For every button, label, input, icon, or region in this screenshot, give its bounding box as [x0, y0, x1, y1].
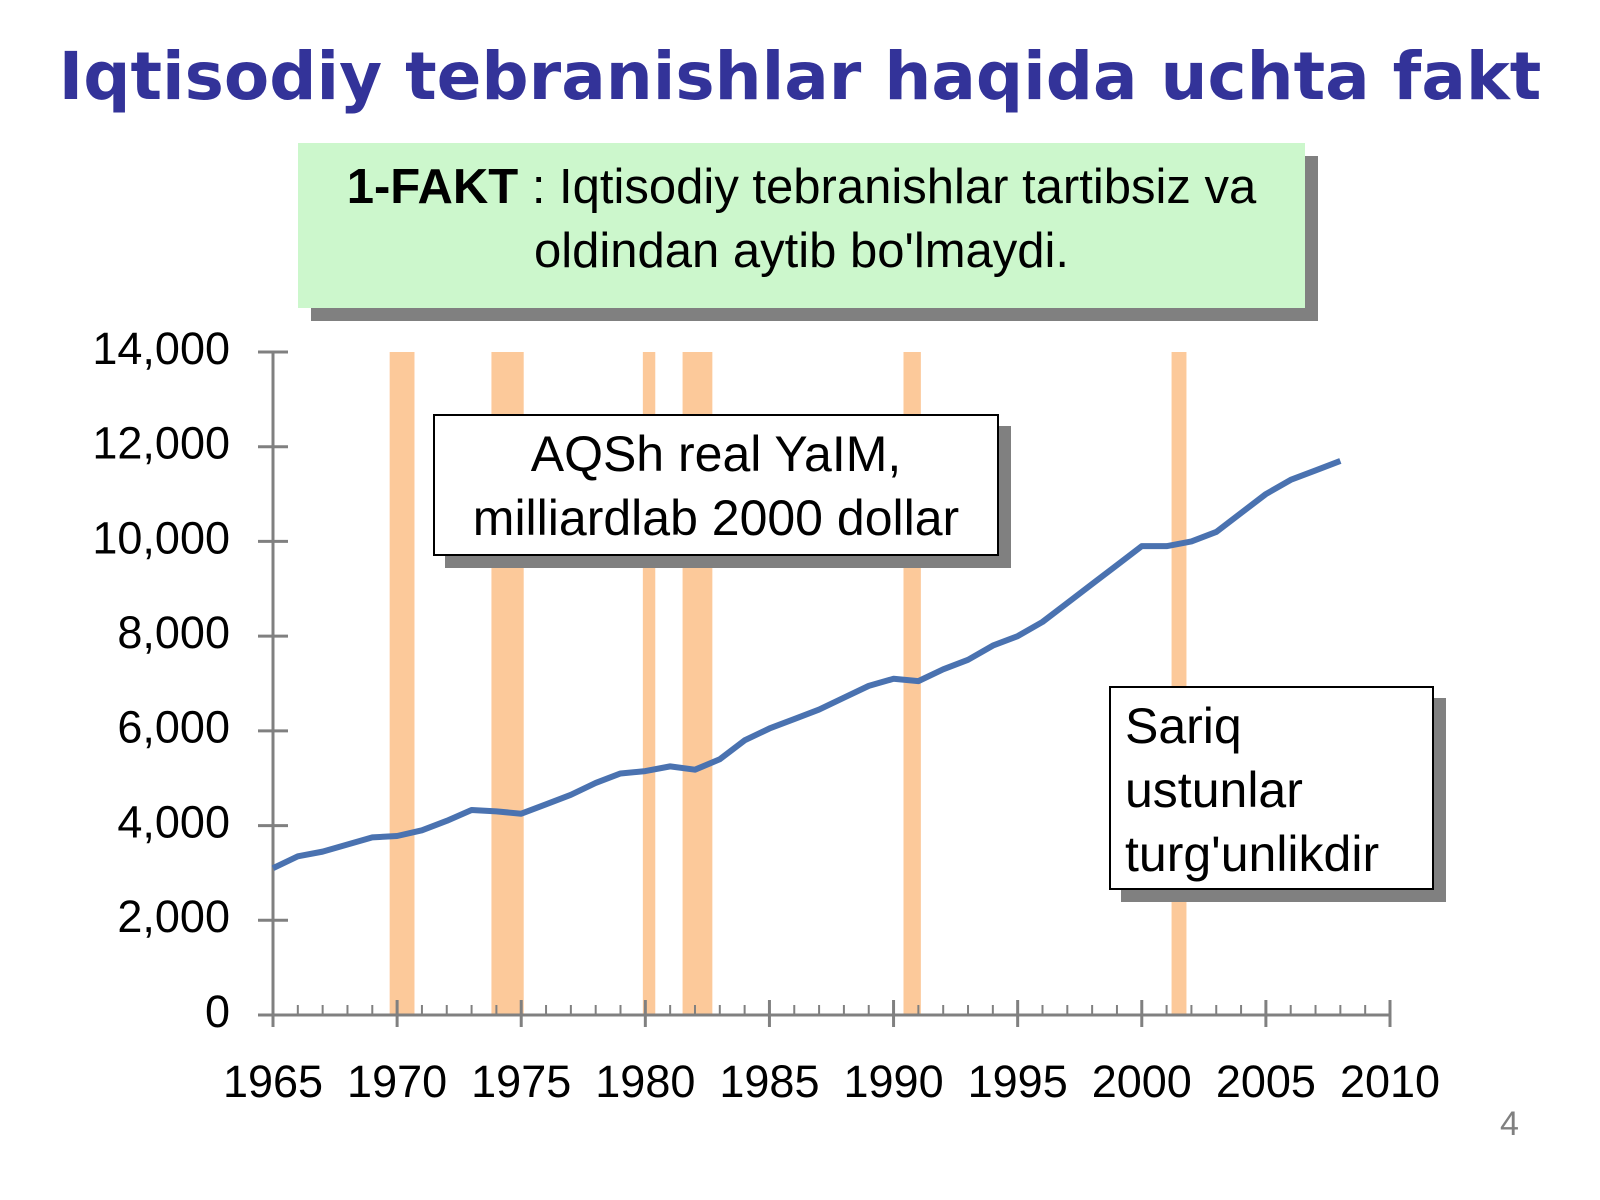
y-tick-label: 6,000	[117, 702, 230, 753]
x-tick-label: 1985	[719, 1056, 819, 1107]
recession-bar	[389, 352, 415, 1015]
x-tick-label: 1970	[347, 1056, 447, 1107]
x-tick-label: 1980	[595, 1056, 695, 1107]
x-tick-label: 1975	[471, 1056, 571, 1107]
y-tick-label: 12,000	[92, 418, 230, 469]
y-tick-label: 0	[205, 986, 230, 1037]
x-tick-label: 1965	[223, 1056, 323, 1107]
slide-title: Iqtisodiy tebranishlar haqida uchta fakt	[58, 38, 1542, 115]
fact-text: : Iqtisodiy tebranishlar tartibsiz va ol…	[518, 160, 1257, 278]
y-tick-label: 10,000	[92, 512, 230, 563]
x-tick-label: 2000	[1092, 1056, 1192, 1107]
gdp-line	[271, 458, 1342, 871]
y-tick-label: 14,000	[92, 323, 230, 374]
x-tick-label: 1990	[844, 1056, 944, 1107]
recession-bar	[1171, 352, 1187, 1015]
fact-box: 1-FAKT : Iqtisodiy tebranishlar tartibsi…	[298, 143, 1305, 308]
x-tick-label: 2010	[1340, 1056, 1440, 1107]
x-tick-label: 1995	[968, 1056, 1068, 1107]
y-tick-label: 8,000	[117, 607, 230, 658]
y-tick-label: 2,000	[117, 891, 230, 942]
y-tick-label: 4,000	[117, 796, 230, 847]
annotation: Sariq ustunlar turg'unlikdir	[1109, 686, 1434, 890]
annotation: AQSh real YaIM, milliardlab 2000 dollar	[433, 414, 999, 556]
x-tick-label: 2005	[1216, 1056, 1316, 1107]
fact-label: 1-FAKT	[346, 160, 519, 214]
page-number: 4	[1500, 1105, 1519, 1143]
